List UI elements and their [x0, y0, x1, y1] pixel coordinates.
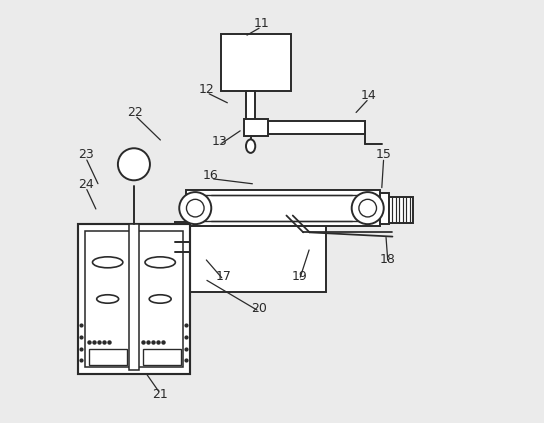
Bar	[389, 197, 413, 222]
Text: 23: 23	[78, 148, 94, 161]
Bar	[85, 231, 183, 367]
Text: 20: 20	[251, 302, 267, 315]
Text: 16: 16	[203, 169, 219, 182]
Text: 15: 15	[376, 148, 392, 161]
Circle shape	[179, 192, 211, 224]
Ellipse shape	[246, 140, 255, 153]
Text: 17: 17	[215, 270, 231, 283]
Circle shape	[118, 148, 150, 180]
Bar	[190, 195, 374, 221]
Bar	[244, 119, 268, 136]
Bar	[246, 91, 255, 136]
Bar	[221, 34, 291, 91]
Text: 12: 12	[199, 83, 214, 96]
Bar	[89, 349, 127, 365]
Bar	[129, 224, 139, 371]
Text: 13: 13	[212, 135, 227, 148]
Text: 19: 19	[292, 270, 307, 283]
Text: 14: 14	[361, 89, 377, 102]
Text: 21: 21	[152, 388, 168, 401]
Bar	[78, 224, 190, 374]
Text: 11: 11	[254, 17, 269, 30]
Circle shape	[351, 192, 384, 224]
Bar	[268, 121, 365, 134]
Text: 24: 24	[78, 178, 94, 191]
Text: 22: 22	[127, 106, 143, 119]
Bar	[380, 192, 389, 224]
Bar	[175, 222, 326, 291]
Bar	[186, 190, 380, 226]
Bar	[143, 349, 181, 365]
Text: 18: 18	[380, 253, 396, 266]
